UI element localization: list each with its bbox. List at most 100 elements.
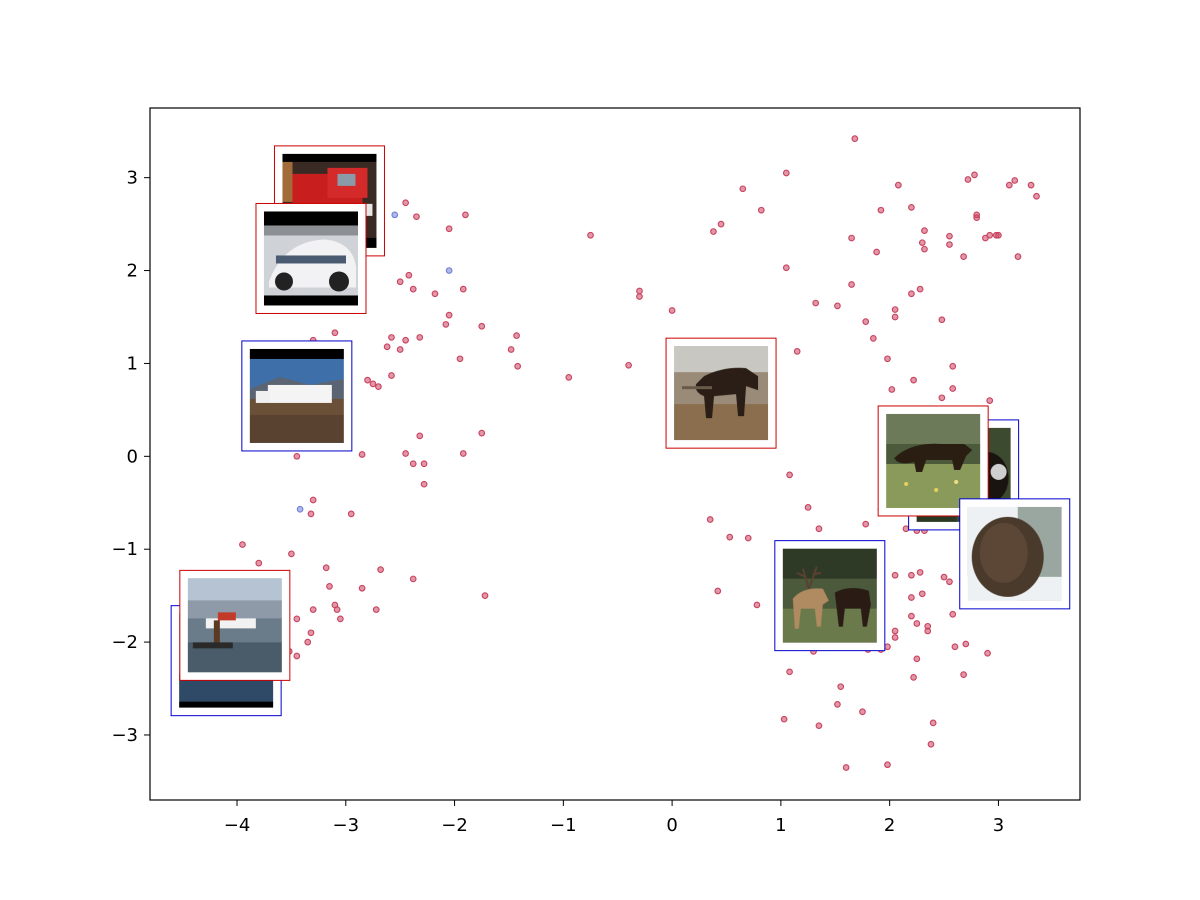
scatter-point bbox=[726, 533, 734, 541]
x-tick-label: −3 bbox=[333, 815, 360, 836]
scatter-point bbox=[895, 181, 902, 189]
scatter-point bbox=[862, 318, 870, 325]
scatter-point bbox=[416, 334, 424, 341]
scatter-point bbox=[877, 206, 885, 214]
thumbnail-image-elk bbox=[782, 548, 877, 643]
scatter-point bbox=[812, 299, 820, 307]
scatter-point bbox=[859, 708, 866, 716]
scatter-point bbox=[744, 534, 752, 542]
scatter-point bbox=[940, 573, 948, 581]
scatter-point bbox=[1033, 192, 1040, 200]
scatter-point bbox=[625, 361, 632, 369]
scatter-point bbox=[326, 583, 333, 590]
scatter-point bbox=[986, 397, 994, 404]
thumbnail-image-truck bbox=[249, 348, 344, 443]
scatter-point bbox=[951, 643, 959, 651]
scatter-point bbox=[921, 227, 928, 234]
scatter-point bbox=[971, 171, 978, 179]
scatter-point bbox=[913, 620, 921, 627]
axis-ticks: −4 −3 −2 −1 0 1 2 3 −3 −2 −1 0 1 2 3 bbox=[111, 168, 1004, 836]
scatter-point bbox=[739, 185, 747, 193]
scatter-point bbox=[481, 592, 489, 600]
scatter-point bbox=[848, 234, 855, 242]
scatter-point bbox=[891, 306, 899, 313]
scatter-point bbox=[347, 510, 355, 518]
scatter-point bbox=[869, 335, 877, 342]
scatter-point bbox=[995, 231, 1002, 239]
scatter-point bbox=[834, 700, 841, 708]
scatter-point bbox=[636, 293, 643, 300]
scatter-point bbox=[938, 316, 946, 324]
scatter-point bbox=[706, 516, 714, 523]
scatter-point bbox=[402, 336, 409, 344]
scatter-point bbox=[782, 264, 790, 272]
scatter-point bbox=[388, 334, 395, 341]
y-tick-label: 3 bbox=[127, 168, 138, 189]
scatter-point bbox=[949, 362, 957, 370]
scatter-point bbox=[409, 575, 417, 583]
scatter-point bbox=[842, 764, 850, 771]
scatter-point bbox=[908, 290, 915, 298]
x-tick-label: −4 bbox=[224, 815, 251, 836]
scatter-point bbox=[888, 386, 896, 393]
scatter-point bbox=[369, 380, 377, 388]
scatter-point bbox=[288, 550, 295, 558]
scatter-point bbox=[383, 343, 391, 351]
scatter-point bbox=[442, 321, 450, 328]
scatter-point bbox=[478, 429, 486, 437]
thumbnail-image-horse bbox=[674, 346, 769, 441]
scatter-point bbox=[507, 346, 515, 353]
scatter-point bbox=[337, 615, 344, 623]
scatter-point bbox=[918, 239, 926, 247]
scatter-point bbox=[402, 450, 409, 457]
image-thumbnails bbox=[170, 145, 1071, 717]
scatter-point bbox=[364, 376, 371, 384]
scatter-point bbox=[908, 204, 915, 211]
scatter-point bbox=[459, 450, 467, 457]
scatter-point bbox=[445, 267, 453, 274]
scatter-point bbox=[307, 629, 315, 637]
scatter-point bbox=[834, 302, 841, 310]
scatter-point bbox=[1011, 177, 1019, 184]
scatter-point bbox=[851, 135, 859, 143]
scatter-point bbox=[921, 245, 928, 253]
scatter-point bbox=[513, 332, 520, 339]
scatter-point bbox=[916, 285, 924, 293]
scatter-point bbox=[296, 505, 304, 513]
scatter-point bbox=[445, 311, 453, 319]
thumbnail-image-seaplane bbox=[187, 578, 282, 673]
scatter-point bbox=[358, 451, 366, 458]
scatter-point bbox=[388, 372, 395, 379]
scatter-point bbox=[710, 228, 717, 235]
scatter-point bbox=[891, 313, 899, 321]
plot-frame bbox=[149, 107, 1081, 801]
scatter-point bbox=[815, 722, 823, 730]
y-tick-label: −2 bbox=[111, 632, 138, 653]
scatter-point bbox=[1014, 253, 1022, 260]
scatter-point bbox=[793, 348, 801, 355]
x-tick-label: −1 bbox=[550, 815, 577, 836]
scatter-point bbox=[862, 520, 870, 528]
scatter-point bbox=[413, 213, 420, 221]
scatter-point bbox=[804, 504, 812, 511]
scatter-point bbox=[908, 612, 915, 620]
scatter-point bbox=[714, 587, 722, 595]
scatter-point bbox=[918, 590, 926, 598]
scatter-points bbox=[239, 135, 1040, 771]
scatter-point bbox=[309, 496, 317, 504]
scatter-point bbox=[396, 278, 404, 286]
y-tick-label: 1 bbox=[127, 353, 138, 374]
scatter-point bbox=[293, 452, 301, 460]
scatter-point bbox=[837, 683, 845, 691]
scatter-point bbox=[884, 355, 891, 363]
scatter-point bbox=[333, 606, 341, 613]
scatter-point bbox=[636, 287, 643, 295]
scatter-point bbox=[416, 432, 424, 440]
scatter-point bbox=[391, 211, 399, 219]
scatter-point bbox=[293, 615, 301, 623]
scatter-point bbox=[396, 346, 404, 353]
scatter-point bbox=[565, 374, 573, 381]
scatter-point bbox=[786, 471, 793, 479]
scatter-point bbox=[960, 671, 967, 678]
scatter-point bbox=[910, 376, 917, 384]
